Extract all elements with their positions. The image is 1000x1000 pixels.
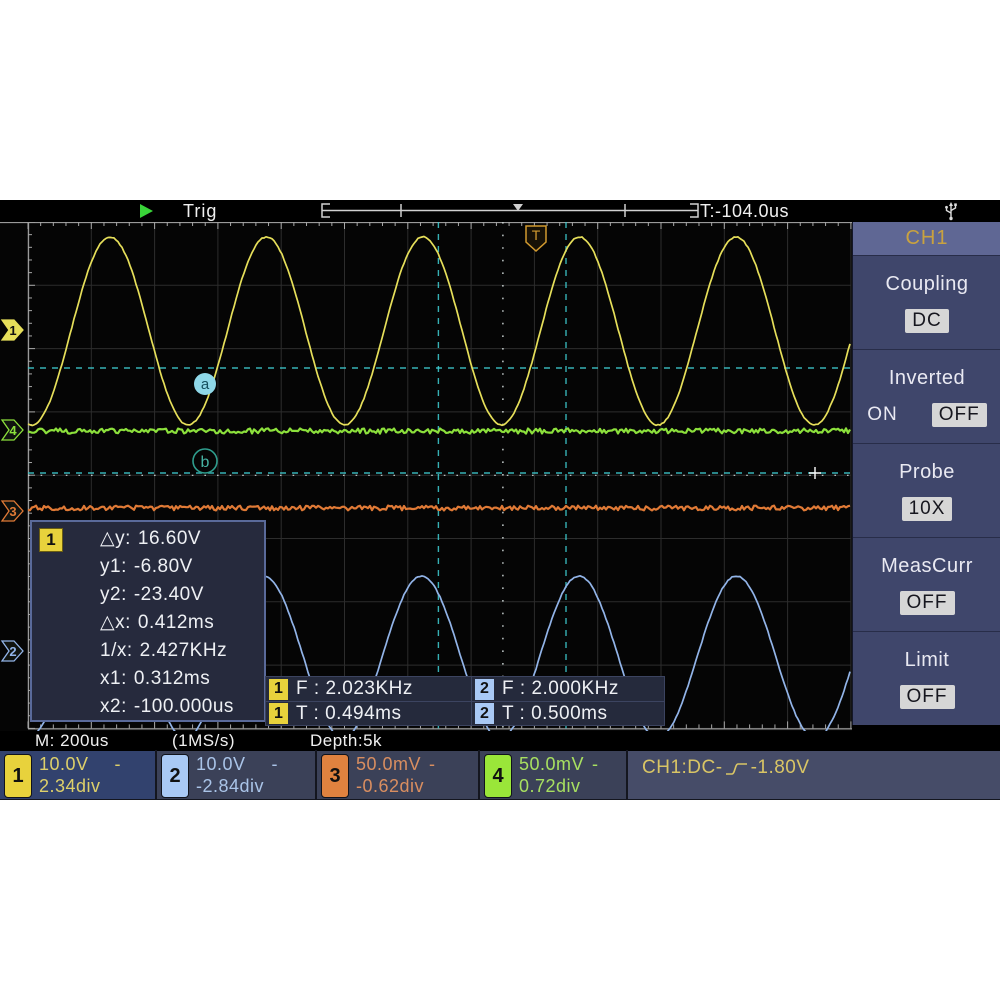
measure-ch2-frequency: 2 F : 2.000KHz	[471, 677, 665, 701]
channel-2-badge: 2	[161, 754, 189, 798]
menu-item-inverted[interactable]: Inverted ON OFF	[853, 349, 1000, 443]
menu-item-limit[interactable]: Limit OFF	[853, 631, 1000, 725]
cursor-delta-y: △y: 16.60V	[100, 528, 202, 549]
menu-item-coupling[interactable]: Coupling DC	[853, 255, 1000, 349]
measure-ch2-period: 2 T : 0.500ms	[471, 701, 665, 725]
trig-status-label: Trig	[183, 201, 218, 221]
trigger-position-pointer-icon	[513, 204, 523, 211]
channel-bar: 1 10.0V -2.34div 2 10.0V - -2.84div 3 50.0m…	[0, 750, 1000, 800]
measure-ch1-period: 1 T : 0.494ms	[266, 701, 471, 725]
channel-2-marker-number: 2	[9, 644, 16, 659]
waveform-ch4	[27, 427, 851, 435]
channel-2-position-marker[interactable]	[0, 640, 24, 662]
channel-3-status[interactable]: 3 50.0mV - -0.62div	[317, 750, 478, 799]
menu-item-meascurr[interactable]: MeasCurr OFF	[853, 537, 1000, 631]
channel-1-marker-number: 1	[9, 323, 16, 338]
cursor-handle-cross[interactable]	[809, 467, 821, 479]
sample-rate: (1MS/s)	[172, 731, 235, 750]
trigger-time-readout: T:-104.0us	[700, 201, 790, 221]
waveform-ch1	[27, 235, 851, 427]
rising-edge-icon	[725, 763, 747, 775]
run-status-icon	[140, 204, 153, 218]
channel-1-badge: 1	[4, 754, 32, 798]
timebase-bar: M: 200us (1MS/s) Depth:5k	[0, 731, 1000, 750]
waveform-ch3	[27, 504, 851, 512]
menu-title: CH1	[853, 222, 1000, 255]
measure-ch1-frequency: 1 F : 2.023KHz	[266, 677, 471, 701]
cursor-y2: y2: -23.40V	[100, 584, 204, 605]
channel-4-marker-number: 4	[9, 423, 17, 438]
cursor-label-a-bubble[interactable]	[194, 373, 216, 395]
channel-1-status[interactable]: 1 10.0V -2.34div	[0, 750, 155, 799]
record-position-bracket	[321, 203, 699, 218]
limit-value[interactable]: OFF	[899, 684, 955, 709]
trigger-status[interactable]: CH1:DC- -1.80V	[628, 750, 1000, 799]
cursor-label-b: b	[201, 454, 210, 471]
trigger-flag-letter: T	[532, 227, 541, 243]
channel-3-badge: 3	[321, 754, 349, 798]
coupling-value[interactable]: DC	[905, 308, 949, 333]
main-timebase: M: 200us	[35, 731, 109, 750]
channel-3-marker-number: 3	[9, 504, 16, 519]
trigger-readout: CH1:DC- -1.80V	[642, 757, 810, 778]
probe-value[interactable]: 10X	[901, 496, 953, 521]
menu-item-probe[interactable]: Probe 10X	[853, 443, 1000, 537]
channel-1-position-marker[interactable]	[0, 319, 24, 341]
softkey-menu: CH1 Coupling DC Inverted ON OFF Probe 10…	[852, 222, 1000, 725]
trigger-level-flag[interactable]	[525, 225, 547, 253]
inverted-off-option[interactable]: OFF	[931, 402, 987, 427]
channel-4-status[interactable]: 4 50.0mV -0.72div	[480, 750, 626, 799]
cursor-label-b-bubble[interactable]	[192, 448, 218, 474]
cursor-x2: x2: -100.000us	[100, 696, 234, 717]
channel-3-position-marker[interactable]	[0, 500, 24, 522]
cursor-measure-box: 1 △y: 16.60V y1: -6.80V y2: -23.40V △x: 0.41…	[30, 520, 266, 722]
cursor-box-channel-badge: 1	[39, 528, 63, 552]
cursor-1-over-x: 1/x: 2.427KHz	[100, 640, 228, 661]
top-status-bar: Trig T:-104.0us	[0, 200, 1000, 222]
channel-4-position-marker[interactable]	[0, 419, 24, 441]
usb-icon	[945, 202, 957, 221]
cursor-x1: x1: 0.312ms	[100, 668, 211, 689]
cursor-delta-x: △x: 0.412ms	[100, 612, 215, 633]
memory-depth: Depth:5k	[310, 731, 383, 750]
channel-4-badge: 4	[484, 754, 512, 798]
auto-measure-panel: 1 F : 2.023KHz 2 F : 2.000KHz 1 T : 0.49…	[265, 676, 665, 726]
cursor-label-a: a	[201, 376, 210, 393]
cursor-y1: y1: -6.80V	[100, 556, 193, 577]
inverted-on-option[interactable]: ON	[867, 403, 898, 425]
channel-2-status[interactable]: 2 10.0V - -2.84div	[157, 750, 315, 799]
meascurr-value[interactable]: OFF	[899, 590, 955, 615]
